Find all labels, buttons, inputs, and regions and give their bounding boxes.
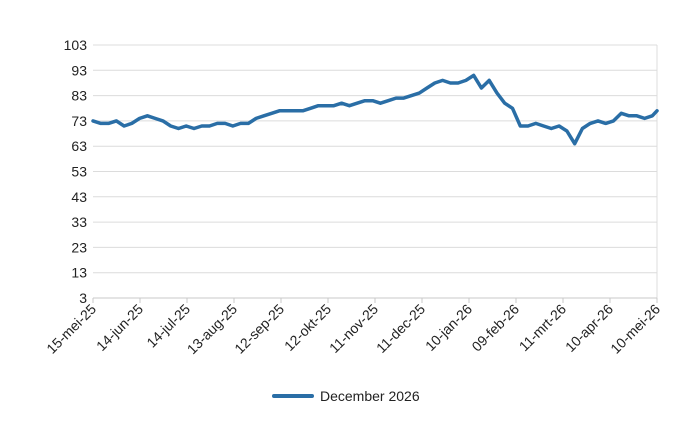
legend-label: December 2026 — [320, 388, 420, 404]
series-line-december-2026 — [91, 73, 659, 146]
x-tick-label: 11-mrt-26 — [516, 301, 570, 355]
y-tick-label: 83 — [71, 88, 87, 104]
y-tick-label: 103 — [64, 37, 88, 53]
y-tick-label: 23 — [71, 239, 87, 255]
x-tick-label: 11-dec-25 — [373, 301, 428, 356]
x-tick-label: 15-mei-25 — [43, 301, 99, 357]
x-tick-label: 10-jan-26 — [422, 301, 475, 354]
y-tick-label: 3 — [79, 290, 87, 306]
y-tick-label: 63 — [71, 138, 87, 154]
x-tick-label: 09-feb-26 — [468, 301, 522, 355]
y-tick-label: 13 — [71, 265, 87, 281]
y-tick-label: 43 — [71, 189, 87, 205]
x-tick-label: 10-mei-26 — [607, 301, 663, 357]
legend-swatch — [272, 394, 314, 398]
x-tick-label: 14-jun-25 — [93, 301, 146, 354]
y-tick-label: 33 — [71, 214, 87, 230]
y-tick-label: 53 — [71, 164, 87, 180]
x-tick-label: 13-aug-25 — [184, 301, 241, 358]
legend: December 2026 — [272, 388, 420, 404]
x-tick-label: 12-sep-25 — [231, 301, 287, 357]
x-tick-label: 11-nov-25 — [326, 301, 381, 356]
y-tick-label: 73 — [71, 113, 87, 129]
y-tick-label: 93 — [71, 62, 87, 78]
